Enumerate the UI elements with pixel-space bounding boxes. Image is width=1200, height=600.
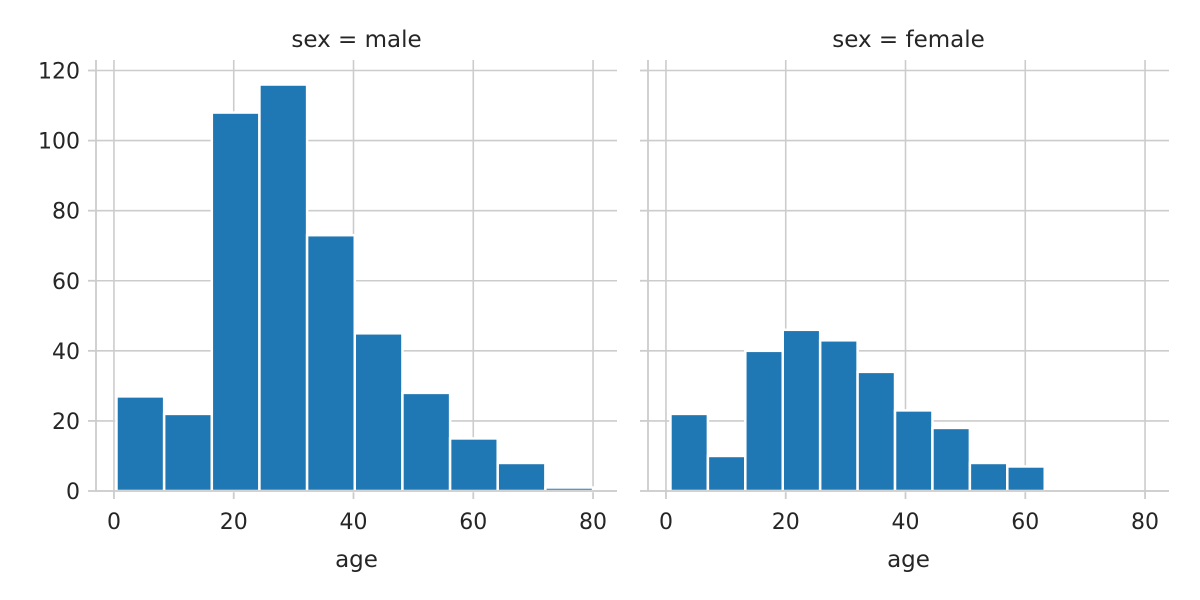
panel-title: sex = male [291, 27, 421, 53]
x-tick-label: 80 [1131, 510, 1159, 535]
bars [669, 328, 1046, 493]
y-tick-label: 100 [38, 130, 80, 155]
panel-title: sex = female [832, 27, 985, 53]
x-tick-label: 0 [659, 510, 673, 535]
histogram-bar [401, 391, 452, 493]
x-axis-label: age [887, 547, 930, 573]
x-tick-label: 80 [579, 510, 607, 535]
x-tick-label: 20 [772, 510, 800, 535]
y-tick-label: 40 [52, 340, 80, 365]
histogram-bar [305, 233, 357, 493]
histogram-bar [669, 412, 710, 493]
histogram-bar [448, 437, 499, 493]
histogram-bar [856, 370, 897, 493]
y-tick-label: 0 [66, 480, 80, 505]
histogram-bar [162, 412, 214, 493]
x-tick-label: 40 [340, 510, 368, 535]
histogram-bar [781, 328, 822, 493]
bars [115, 83, 595, 493]
x-tick-label: 60 [459, 510, 487, 535]
x-tick-label: 0 [107, 510, 121, 535]
histogram-bar [968, 461, 1009, 493]
panel-female: sex = female age 0 20 40 60 80 [640, 27, 1169, 573]
histogram-bar [744, 349, 784, 493]
histogram-bar [1006, 465, 1046, 493]
histogram-bar [115, 395, 166, 493]
x-tick-label: 60 [1011, 510, 1039, 535]
histogram-bar [893, 409, 934, 493]
histogram-bar [818, 339, 859, 493]
histogram-bar [258, 83, 309, 493]
histogram-bar [353, 332, 404, 493]
histogram-bar [931, 426, 972, 493]
histogram-bar [210, 111, 261, 493]
x-tick-label: 20 [220, 510, 248, 535]
y-tick-label: 60 [52, 270, 80, 295]
x-tick-label: 40 [892, 510, 920, 535]
panel-male: sex = male age 0 20 40 60 80 0 20 40 60 80 100 120 [38, 27, 617, 573]
y-tick-label: 120 [38, 60, 80, 85]
histogram-bar [706, 454, 747, 493]
histogram-bar [496, 461, 547, 493]
y-tick-label: 80 [52, 200, 80, 225]
x-axis-label: age [335, 547, 378, 573]
y-tick-label: 20 [52, 410, 80, 435]
